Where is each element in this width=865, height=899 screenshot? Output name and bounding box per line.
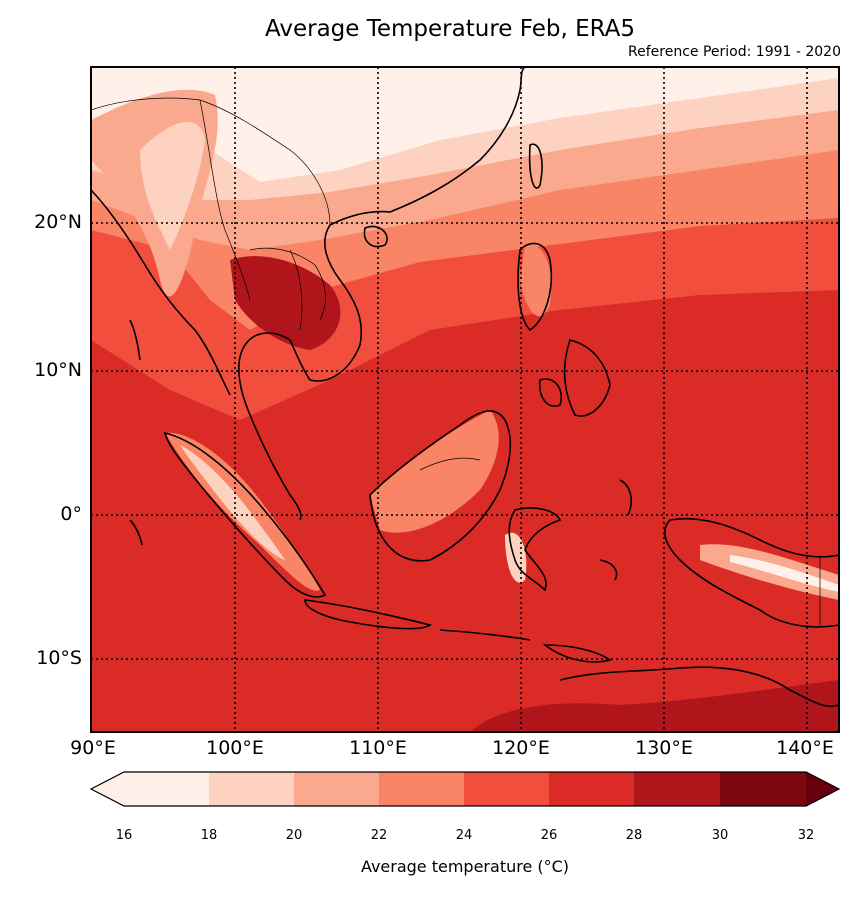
colorbar-bin-22-24 <box>379 772 464 806</box>
southern-warm-area <box>470 680 839 732</box>
colorbar-bin-28-30 <box>634 772 720 806</box>
coastlines <box>91 67 839 708</box>
country-borders <box>91 97 821 625</box>
lon-label-100E: 100°E <box>206 737 264 759</box>
lon-label-130E: 130°E <box>635 737 693 759</box>
colorbar-tick: 32 <box>797 828 815 843</box>
luzon-highland <box>520 244 552 317</box>
colorbar-bin-16-18 <box>124 772 209 806</box>
colorbar-tick: 16 <box>115 828 133 843</box>
contour-16-18 <box>91 67 839 182</box>
lat-label-10N: 10°N <box>34 359 82 381</box>
colorbar-extend-high <box>806 772 839 806</box>
colorbar-bin-24-26 <box>464 772 549 806</box>
indochina-warm-core <box>230 256 341 350</box>
colorbar-tick: 20 <box>285 828 303 843</box>
lat-label-0: 0° <box>60 503 82 525</box>
gridlines <box>91 67 839 732</box>
lat-label-10S: 10°S <box>36 647 82 669</box>
colorbar-tick: 28 <box>625 828 643 843</box>
colorbar-tick: 22 <box>370 828 388 843</box>
colorbar <box>89 771 841 807</box>
colorbar-tick: 18 <box>200 828 218 843</box>
colorbar-tick: 26 <box>540 828 558 843</box>
map-title: Average Temperature Feb, ERA5 <box>264 16 636 42</box>
lon-label-120E: 120°E <box>492 737 550 759</box>
colorbar-bin-20-22 <box>294 772 379 806</box>
colorbar-bin-18-20 <box>209 772 294 806</box>
colorbar-bin-30-32 <box>720 772 806 806</box>
colorbar-bin-26-28 <box>549 772 634 806</box>
lon-label-140E: 140°E <box>776 737 834 759</box>
colorbar-extend-low <box>91 772 124 806</box>
colorbar-tick: 24 <box>455 828 473 843</box>
colorbar-tick: 30 <box>711 828 729 843</box>
lon-label-90E: 90°E <box>70 737 116 759</box>
temperature-field <box>91 67 839 732</box>
borneo-interior <box>370 410 499 533</box>
colorbar-label: Average temperature (°C) <box>360 857 570 876</box>
map-frame <box>90 66 840 733</box>
reference-period-subtitle: Reference Period: 1991 - 2020 <box>628 44 841 60</box>
lat-label-20N: 20°N <box>34 211 82 233</box>
lon-label-110E: 110°E <box>349 737 407 759</box>
